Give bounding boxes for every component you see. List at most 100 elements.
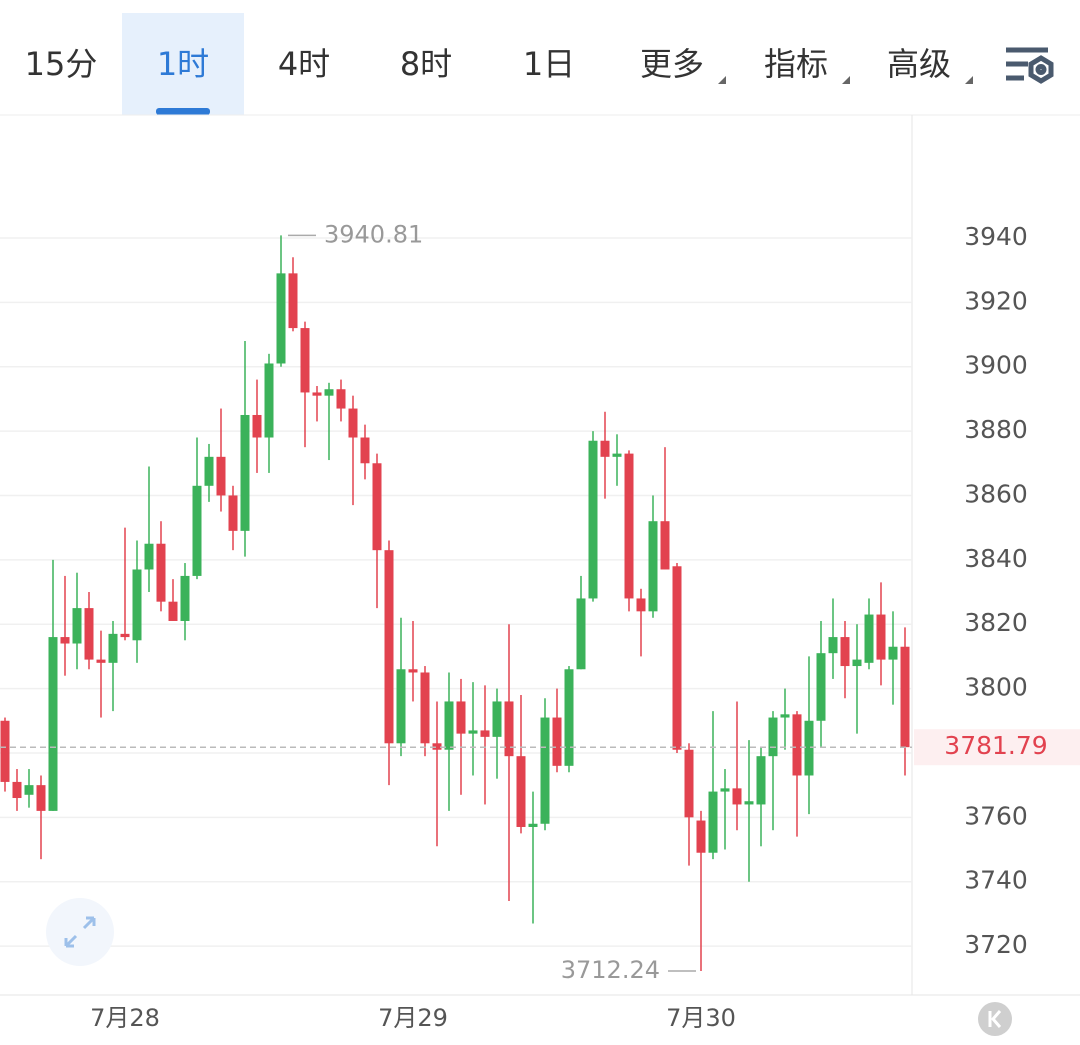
settings-icon[interactable] bbox=[1006, 47, 1054, 84]
scroll-end-button[interactable] bbox=[978, 1002, 1012, 1036]
candle-body bbox=[840, 637, 850, 667]
candle-body bbox=[192, 485, 202, 576]
candle-body bbox=[240, 414, 250, 531]
candle-body bbox=[432, 743, 442, 750]
tab[interactable]: 15分 bbox=[25, 45, 98, 83]
tab-label: 8时 bbox=[400, 45, 452, 83]
candle-body bbox=[732, 788, 742, 805]
tab-highlight bbox=[122, 13, 244, 115]
min-label: 3712.24 bbox=[561, 956, 660, 984]
candle-body bbox=[132, 569, 142, 641]
candle-body bbox=[12, 781, 22, 799]
candle-body bbox=[396, 669, 406, 744]
tab[interactable]: 更多 bbox=[640, 45, 726, 84]
candle-body bbox=[84, 608, 94, 660]
candle-body bbox=[408, 669, 418, 673]
x-tick-label: 7月28 bbox=[90, 1004, 160, 1032]
candle-body bbox=[444, 701, 454, 750]
candle-body bbox=[348, 408, 358, 438]
y-tick-label: 3820 bbox=[964, 608, 1028, 637]
tab[interactable]: 8时 bbox=[400, 45, 452, 83]
icon-dot bbox=[1035, 64, 1047, 75]
candle-body bbox=[0, 720, 10, 782]
y-tick-label: 3860 bbox=[964, 479, 1028, 508]
tab-indicator bbox=[156, 108, 210, 115]
candle-body bbox=[384, 550, 394, 744]
candle-body bbox=[672, 566, 682, 750]
y-tick-label: 3920 bbox=[964, 286, 1028, 315]
y-tick-label: 3940 bbox=[964, 222, 1028, 251]
tab-label: 指标 bbox=[764, 45, 828, 83]
candle-body bbox=[888, 646, 898, 660]
y-tick-label: 3840 bbox=[964, 544, 1028, 573]
candle-body bbox=[780, 714, 790, 718]
candle-body bbox=[24, 785, 34, 795]
candle-body bbox=[264, 363, 274, 438]
candle-body bbox=[468, 730, 478, 734]
chart: 3720374037603780380038203840386038803900… bbox=[0, 220, 1080, 1032]
candle-body bbox=[576, 598, 586, 670]
candle-body bbox=[744, 801, 754, 805]
dropdown-caret bbox=[842, 76, 850, 84]
tab[interactable]: 1时 bbox=[122, 13, 244, 115]
tab-label: 15分 bbox=[25, 45, 98, 83]
x-tick-label: 7月29 bbox=[378, 1004, 448, 1032]
icon-hex bbox=[1028, 55, 1054, 84]
tab[interactable]: 指标 bbox=[764, 45, 850, 84]
candle-body bbox=[816, 653, 826, 721]
last-price-label: 3781.79 bbox=[944, 731, 1047, 760]
candle-body bbox=[96, 659, 106, 663]
y-tick-label: 3740 bbox=[964, 866, 1028, 895]
y-tick-label: 3800 bbox=[964, 673, 1028, 702]
candle-body bbox=[372, 463, 382, 551]
candle-body bbox=[456, 701, 466, 734]
tab[interactable]: 高级 bbox=[887, 45, 973, 84]
candle-body bbox=[720, 788, 730, 792]
candle-body bbox=[540, 717, 550, 824]
candle-body bbox=[624, 453, 634, 599]
candle-body bbox=[72, 608, 82, 644]
candle-body bbox=[828, 637, 838, 654]
y-tick-label: 3880 bbox=[964, 415, 1028, 444]
candle-body bbox=[804, 720, 814, 776]
y-tick-label: 3900 bbox=[964, 351, 1028, 380]
candle-body bbox=[516, 756, 526, 827]
candle-body bbox=[144, 543, 154, 570]
tab-label: 1时 bbox=[157, 45, 209, 83]
tab[interactable]: 1日 bbox=[523, 45, 575, 83]
candle-body bbox=[204, 456, 214, 486]
max-label: 3940.81 bbox=[324, 220, 423, 248]
tab-label: 1日 bbox=[523, 45, 575, 83]
candle-body bbox=[852, 659, 862, 667]
candle-body bbox=[708, 791, 718, 853]
candle-body bbox=[324, 389, 334, 396]
candle-body bbox=[876, 614, 886, 660]
tab[interactable]: 4时 bbox=[278, 45, 330, 83]
candle-body bbox=[156, 543, 166, 602]
candle-body bbox=[636, 598, 646, 612]
candle-body bbox=[480, 730, 490, 737]
candle-body bbox=[216, 456, 226, 496]
button-bg bbox=[46, 898, 114, 966]
dropdown-caret bbox=[718, 76, 726, 84]
tab-label: 4时 bbox=[278, 45, 330, 83]
candle-body bbox=[504, 701, 514, 757]
y-tick-label: 3720 bbox=[964, 930, 1028, 959]
candle-body bbox=[768, 717, 778, 757]
tab-label: 高级 bbox=[887, 45, 951, 83]
expand-button[interactable] bbox=[46, 898, 114, 966]
candle-body bbox=[108, 633, 118, 663]
candle-body bbox=[612, 453, 622, 457]
candle-body bbox=[312, 392, 322, 396]
candle-body bbox=[792, 714, 802, 776]
tab-label: 更多 bbox=[640, 45, 704, 83]
candle-body bbox=[288, 273, 298, 329]
candle-body bbox=[684, 749, 694, 818]
candle-body bbox=[588, 440, 598, 599]
expand-icon bbox=[64, 916, 96, 948]
candle-body bbox=[336, 389, 346, 409]
candle-body bbox=[492, 701, 502, 737]
candle-body bbox=[60, 637, 70, 644]
